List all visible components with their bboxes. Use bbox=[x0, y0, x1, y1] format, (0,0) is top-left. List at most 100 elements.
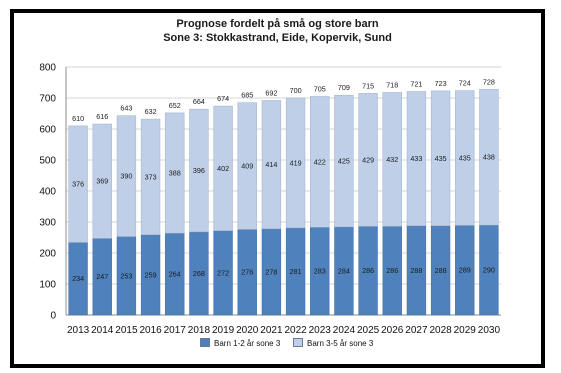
y-tick-label: 700 bbox=[39, 94, 56, 105]
data-label-small-children: 281 bbox=[290, 267, 302, 276]
legend-swatch-small bbox=[200, 338, 210, 347]
data-label-total: 709 bbox=[338, 83, 350, 92]
x-tick-label: 2015 bbox=[115, 325, 138, 336]
chart-frame: Prognose fordelt på små og store barn So… bbox=[10, 9, 545, 368]
data-label-total: 728 bbox=[483, 77, 495, 86]
data-label-large-children: 414 bbox=[265, 160, 277, 169]
data-label-small-children: 289 bbox=[459, 266, 471, 275]
bar-segment-large-children bbox=[92, 123, 112, 239]
x-tick-label: 2026 bbox=[381, 325, 404, 336]
data-label-total: 721 bbox=[410, 79, 422, 88]
legend-label-small: Barn 1-2 år sone 3 bbox=[214, 339, 281, 348]
data-label-total: 616 bbox=[96, 112, 108, 121]
data-label-total: 674 bbox=[217, 94, 229, 103]
data-label-large-children: 432 bbox=[386, 155, 398, 164]
y-tick-label: 800 bbox=[39, 63, 56, 74]
x-tick-label: 2020 bbox=[236, 325, 259, 336]
data-label-large-children: 369 bbox=[96, 177, 108, 186]
x-tick-label: 2014 bbox=[91, 325, 114, 336]
bar-segment-large-children bbox=[455, 90, 475, 226]
data-label-small-children: 290 bbox=[483, 266, 495, 275]
stacked-bar-chart: 0 100 200 300 400 500 600 700 800 234 376 610 2013 24… bbox=[39, 63, 501, 336]
x-tick-label: 2017 bbox=[164, 325, 187, 336]
bar-segment-large-children bbox=[382, 92, 402, 227]
data-label-large-children: 438 bbox=[483, 153, 495, 162]
data-label-small-children: 234 bbox=[72, 274, 84, 283]
data-label-small-children: 276 bbox=[241, 268, 253, 277]
data-label-total: 685 bbox=[241, 91, 253, 100]
x-tick-label: 2025 bbox=[357, 325, 380, 336]
data-label-total: 705 bbox=[314, 84, 326, 93]
data-label-total: 692 bbox=[265, 88, 277, 97]
data-label-large-children: 422 bbox=[314, 157, 326, 166]
bar-segment-large-children bbox=[116, 115, 137, 237]
data-label-total: 610 bbox=[72, 114, 84, 123]
y-tick-label: 500 bbox=[39, 156, 56, 167]
bar-segment-large-children bbox=[68, 125, 88, 243]
bar-segment-large-children bbox=[237, 102, 257, 230]
data-label-total: 715 bbox=[362, 81, 374, 90]
bar-segment-large-children bbox=[189, 108, 209, 233]
data-label-large-children: 402 bbox=[217, 164, 229, 173]
bar-segment-large-children bbox=[406, 91, 427, 226]
data-label-small-children: 247 bbox=[96, 272, 108, 281]
data-label-large-children: 396 bbox=[193, 166, 205, 175]
y-tick-label: 600 bbox=[39, 125, 56, 136]
data-label-total: 718 bbox=[386, 80, 398, 89]
bar-segment-large-children bbox=[334, 94, 354, 228]
data-label-large-children: 433 bbox=[410, 154, 422, 163]
bar-segment-large-children bbox=[165, 112, 185, 234]
data-label-large-children: 429 bbox=[362, 155, 374, 164]
data-label-large-children: 376 bbox=[72, 180, 84, 189]
y-tick-label: 0 bbox=[50, 311, 56, 322]
bar-segment-large-children bbox=[358, 93, 378, 227]
bar-segment-large-children bbox=[213, 105, 233, 231]
data-label-large-children: 388 bbox=[169, 169, 181, 178]
data-label-small-children: 283 bbox=[314, 267, 326, 276]
data-label-small-children: 288 bbox=[410, 266, 422, 275]
data-label-small-children: 278 bbox=[265, 267, 277, 276]
x-tick-label: 2016 bbox=[139, 325, 162, 336]
x-tick-label: 2019 bbox=[212, 325, 235, 336]
bar-segment-large-children bbox=[261, 100, 282, 230]
data-label-large-children: 373 bbox=[145, 172, 157, 181]
data-label-small-children: 268 bbox=[193, 269, 205, 278]
y-tick-label: 100 bbox=[39, 280, 56, 291]
bar-segment-large-children bbox=[430, 90, 451, 226]
y-tick-label: 400 bbox=[39, 187, 56, 198]
data-label-total: 652 bbox=[169, 101, 181, 110]
data-label-total: 664 bbox=[193, 97, 205, 106]
bar-segment-large-children bbox=[310, 96, 330, 228]
data-label-small-children: 284 bbox=[338, 266, 350, 275]
x-tick-label: 2013 bbox=[67, 325, 90, 336]
data-label-small-children: 264 bbox=[169, 270, 181, 279]
data-label-small-children: 253 bbox=[120, 271, 132, 280]
data-label-small-children: 259 bbox=[145, 270, 157, 279]
chart-subtitle: Sone 3: Stokkastrand, Eide, Kopervik, Su… bbox=[163, 32, 392, 44]
bar-segment-large-children bbox=[285, 97, 306, 229]
chart-title: Prognose fordelt på små og store barn bbox=[176, 18, 379, 30]
data-label-small-children: 286 bbox=[362, 266, 374, 275]
x-tick-label: 2018 bbox=[188, 325, 211, 336]
data-label-large-children: 390 bbox=[120, 172, 132, 181]
legend-item-large-children: Barn 3-5 år sone 3 bbox=[293, 338, 373, 348]
x-tick-label: 2023 bbox=[309, 325, 332, 336]
x-tick-label: 2022 bbox=[284, 325, 307, 336]
data-label-total: 723 bbox=[435, 79, 447, 88]
data-label-large-children: 409 bbox=[241, 162, 253, 171]
data-label-total: 700 bbox=[290, 86, 302, 95]
x-tick-label: 2021 bbox=[260, 325, 283, 336]
data-label-large-children: 425 bbox=[338, 157, 350, 166]
x-tick-label: 2028 bbox=[429, 325, 452, 336]
data-label-large-children: 419 bbox=[290, 158, 302, 167]
data-label-total: 632 bbox=[145, 107, 157, 116]
y-tick-label: 300 bbox=[39, 218, 56, 229]
data-label-total: 643 bbox=[120, 104, 132, 113]
data-label-small-children: 288 bbox=[435, 266, 447, 275]
data-label-large-children: 435 bbox=[435, 154, 447, 163]
x-tick-label: 2029 bbox=[454, 325, 477, 336]
x-tick-label: 2030 bbox=[478, 325, 501, 336]
x-tick-label: 2024 bbox=[333, 325, 356, 336]
legend-item-small-children: Barn 1-2 år sone 3 bbox=[200, 338, 280, 348]
y-tick-label: 200 bbox=[39, 249, 56, 260]
